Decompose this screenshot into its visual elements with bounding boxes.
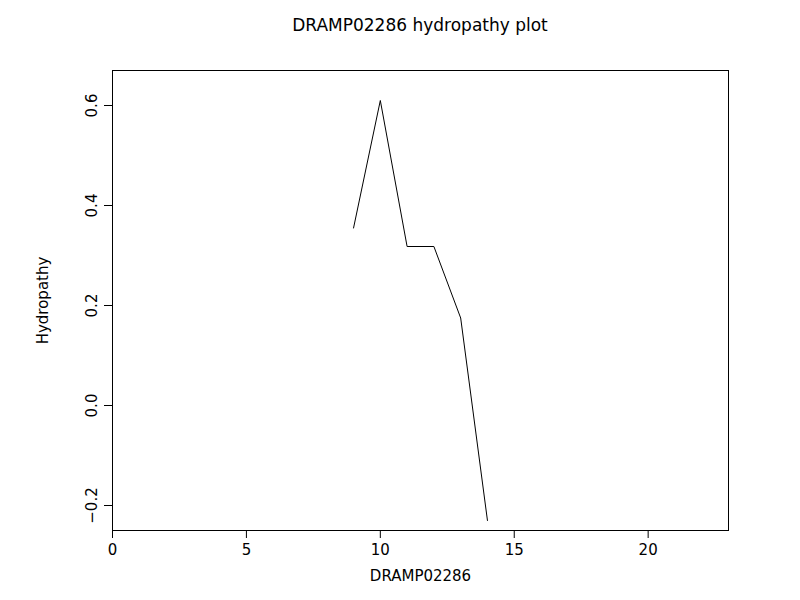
svg-text:5: 5 [242,541,252,559]
svg-text:20: 20 [639,541,658,559]
svg-text:15: 15 [505,541,524,559]
html-text:DRAMP02286 hydropathy plot: DRAMP02286 hydropathy plot [292,15,548,35]
svg-text:0.6: 0.6 [83,94,101,118]
svg-text:DRAMP02286: DRAMP02286 [370,567,471,585]
svg-text:−0.2: −0.2 [83,487,101,523]
svg-text:10: 10 [371,541,390,559]
svg-text:0.0: 0.0 [83,394,101,418]
svg-text:0: 0 [108,541,118,559]
svg-text:Hydropathy: Hydropathy [34,257,52,345]
svg-text:0.2: 0.2 [83,294,101,318]
svg-text:0.4: 0.4 [83,194,101,218]
